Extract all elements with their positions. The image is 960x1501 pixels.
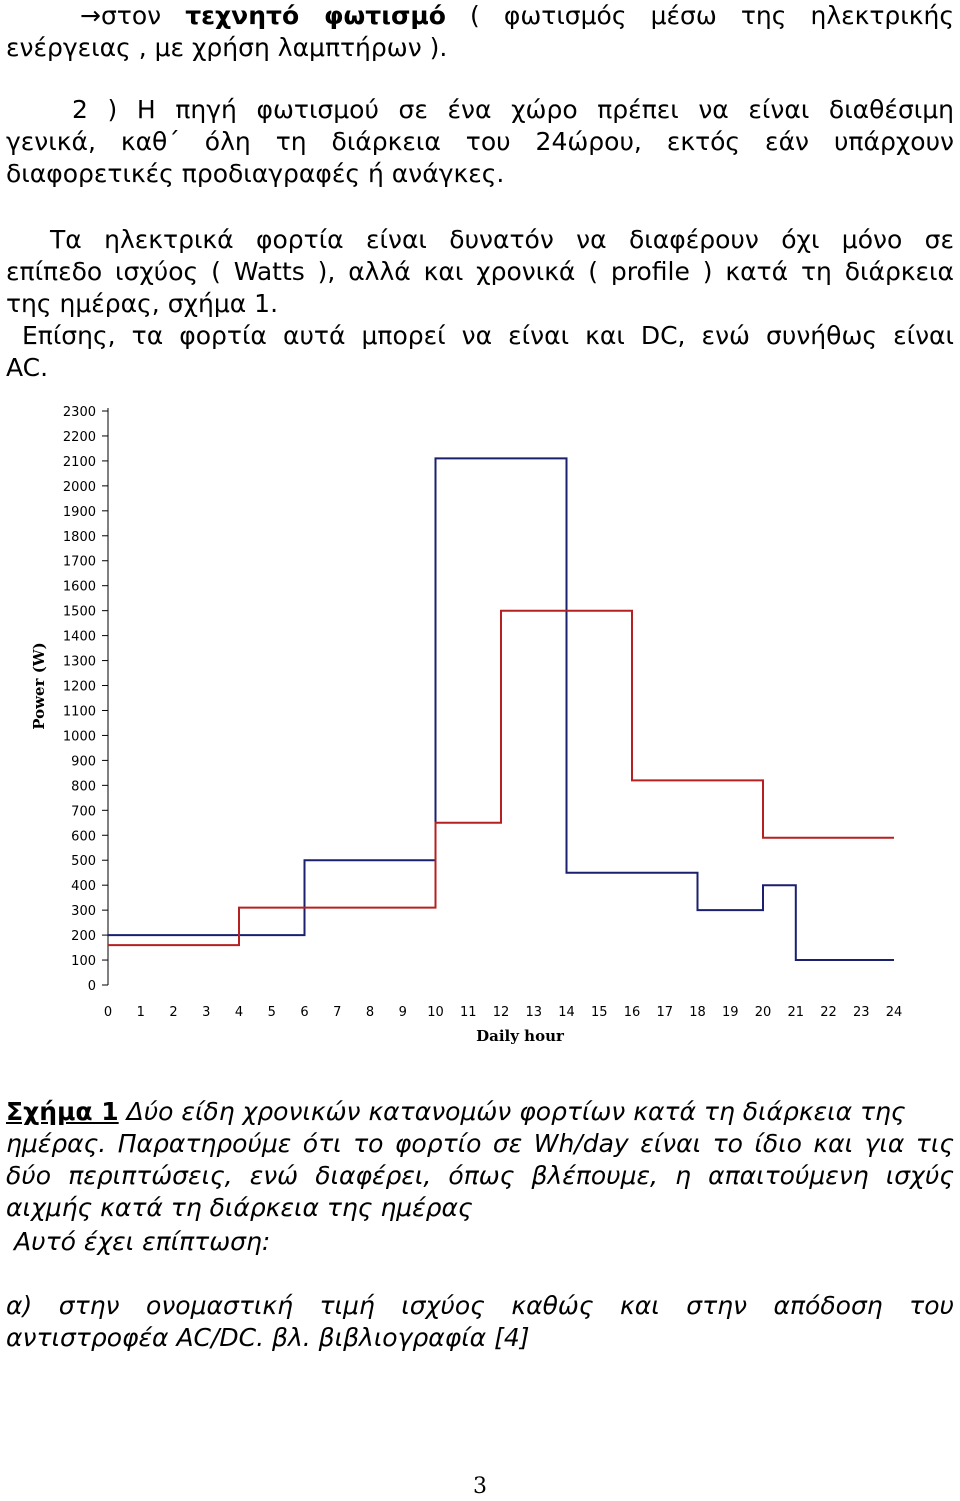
y-tick-label: 200	[71, 929, 96, 944]
x-tick-label: 5	[268, 1005, 276, 1020]
text-span: στον	[100, 1, 186, 30]
paragraph-line: διαφορετικές προδιαγραφές ή ανάγκες.	[6, 159, 505, 188]
y-axis-title: Power (W)	[30, 642, 48, 730]
x-tick-label: 2	[169, 1005, 177, 1020]
x-tick-label: 8	[366, 1005, 374, 1020]
x-tick-label: 1	[137, 1005, 145, 1020]
x-tick-label: 0	[104, 1005, 112, 1020]
figure-label: Σχήμα 1	[6, 1097, 119, 1126]
arrow-icon: →	[80, 1, 101, 30]
x-tick-label: 9	[399, 1005, 407, 1020]
paragraph-line: της ημέρας, σχήμα 1.	[6, 289, 279, 318]
x-tick-label: 6	[300, 1005, 308, 1020]
page-number: 3	[473, 1474, 487, 1499]
x-tick-label: 10	[427, 1005, 444, 1020]
paragraph-line: Τα ηλεκτρικά φορτία είναι δυνατόν να δια…	[50, 225, 954, 254]
y-tick-label: 400	[71, 879, 96, 894]
series-line-2	[108, 609, 894, 947]
y-tick-label: 2300	[63, 405, 96, 420]
x-tick-label: 22	[820, 1005, 837, 1020]
list-item-line: αντιστροφέα AC/DC. βλ. βιβλιογραφία [4]	[6, 1323, 530, 1352]
x-tick-label: 13	[525, 1005, 542, 1020]
caption-line: Σχήμα 1 Δύο είδη χρονικών κατανομών φορτ…	[6, 1096, 954, 1128]
y-tick-label: 2100	[63, 455, 96, 470]
caption-line: αιχμής κατά τη διάρκεια της ημέρας	[6, 1193, 473, 1222]
chart-axes: 0100200300400500600700800900100011001200…	[63, 405, 902, 1020]
x-tick-label: 24	[886, 1005, 903, 1020]
x-tick-label: 12	[493, 1005, 510, 1020]
y-tick-label: 1100	[63, 704, 96, 719]
x-tick-label: 3	[202, 1005, 210, 1020]
paragraph-line: AC.	[6, 353, 49, 382]
chart-series	[108, 457, 894, 961]
y-tick-label: 1400	[63, 630, 96, 645]
paragraph-artificial-lighting: →στον τεχνητό φωτισμό ( φωτισμός μέσω τη…	[6, 0, 954, 64]
paragraph-dc-ac: Επίσης, τα φορτία αυτά μπορεί να είναι κ…	[6, 320, 954, 384]
y-tick-label: 100	[71, 954, 96, 969]
y-tick-label: 0	[88, 979, 96, 994]
paragraph-light-source: 2 ) Η πηγή φωτισμού σε ένα χώρο πρέπει ν…	[6, 94, 954, 190]
paragraph-line: ενέργειας , με χρήση λαμπτήρων ).	[6, 33, 448, 62]
y-tick-label: 1300	[63, 655, 96, 670]
x-tick-label: 15	[591, 1005, 608, 1020]
x-tick-label: 7	[333, 1005, 341, 1020]
list-item-line: α) στην ονομαστική τιμή ισχύος καθώς και…	[6, 1291, 954, 1320]
x-tick-label: 18	[689, 1005, 706, 1020]
y-tick-label: 2000	[63, 480, 96, 495]
x-tick-label: 19	[722, 1005, 739, 1020]
y-tick-label: 700	[71, 804, 96, 819]
paragraph-line: 2 ) Η πηγή φωτισμού σε ένα χώρο πρέπει ν…	[72, 95, 954, 124]
x-tick-label: 23	[853, 1005, 870, 1020]
caption-title: Δύο είδη χρονικών κατανομών φορτίων κατά…	[118, 1097, 906, 1126]
y-tick-label: 1500	[63, 605, 96, 620]
paragraph-line: γενικά, καθ΄ όλη τη διάρκεια του 24ώρου,…	[6, 127, 954, 156]
paragraph-line: επίπεδο ισχύος ( Watts ), αλλά και χρονι…	[6, 257, 954, 286]
y-tick-label: 600	[71, 829, 96, 844]
figure-caption: Σχήμα 1 Δύο είδη χρονικών κατανομών φορτ…	[6, 1096, 954, 1224]
x-tick-label: 4	[235, 1005, 243, 1020]
x-tick-label: 11	[460, 1005, 477, 1020]
y-tick-label: 2200	[63, 430, 96, 445]
load-profile-chart: 0100200300400500600700800900100011001200…	[30, 405, 902, 1045]
y-tick-label: 1000	[63, 729, 96, 744]
y-tick-label: 800	[71, 779, 96, 794]
x-tick-label: 16	[624, 1005, 641, 1020]
x-tick-label: 17	[656, 1005, 673, 1020]
y-tick-label: 1200	[63, 680, 96, 695]
y-tick-label: 1700	[63, 555, 96, 570]
paragraph-electric-loads: Τα ηλεκτρικά φορτία είναι δυνατόν να δια…	[6, 224, 954, 320]
x-axis-title: Daily hour	[476, 1027, 565, 1045]
impact-heading: Αυτό έχει επίπτωση:	[14, 1227, 271, 1256]
y-tick-label: 900	[71, 754, 96, 769]
x-tick-label: 21	[787, 1005, 804, 1020]
y-tick-label: 1800	[63, 530, 96, 545]
bold-term: τεχνητό φωτισμό	[185, 1, 446, 30]
y-tick-label: 1600	[63, 580, 96, 595]
y-tick-label: 300	[71, 904, 96, 919]
x-tick-label: 14	[558, 1005, 575, 1020]
x-tick-label: 20	[755, 1005, 772, 1020]
series-line-1	[108, 457, 894, 961]
y-tick-label: 1900	[63, 505, 96, 520]
paragraph-line: Επίσης, τα φορτία αυτά μπορεί να είναι κ…	[22, 321, 954, 350]
y-tick-label: 500	[71, 854, 96, 869]
paragraph-line: →στον τεχνητό φωτισμό ( φωτισμός μέσω τη…	[6, 0, 954, 32]
list-item-a: α) στην ονομαστική τιμή ισχύος καθώς και…	[6, 1290, 954, 1354]
caption-line: δύο περιπτώσεις, ενώ διαφέρει, όπως βλέπ…	[6, 1161, 954, 1190]
text-span: ( φωτισμός μέσω της ηλεκτρικής	[445, 1, 954, 30]
caption-line: ημέρας. Παρατηρούμε ότι το φορτίο σε Wh/…	[6, 1129, 954, 1158]
